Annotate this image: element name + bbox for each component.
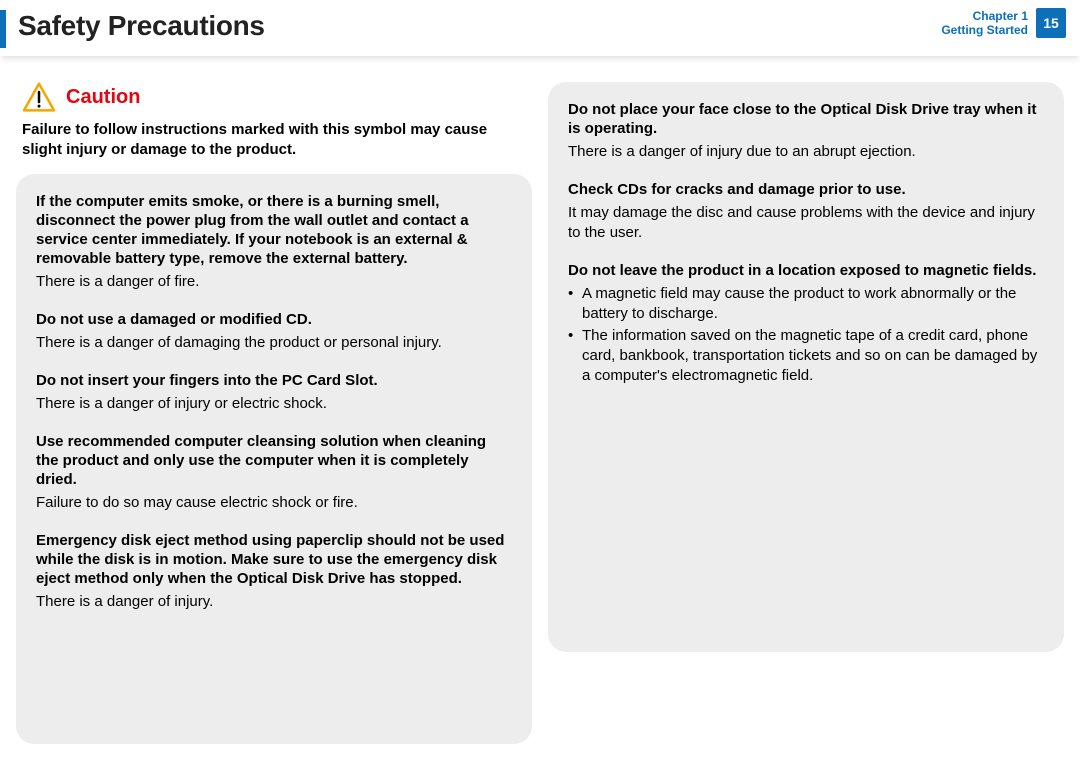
- left-s5-heading: Emergency disk eject method using paperc…: [36, 531, 512, 588]
- right-bullet-2: • The information saved on the magnetic …: [568, 326, 1044, 386]
- right-bullet-2-text: The information saved on the magnetic ta…: [582, 326, 1044, 386]
- right-bullets: • A magnetic field may cause the product…: [568, 284, 1044, 386]
- chapter-line-1: Chapter 1: [941, 9, 1028, 23]
- left-s5-body: There is a danger of injury.: [36, 592, 512, 612]
- page-title: Safety Precautions: [18, 10, 265, 42]
- warning-triangle-icon: [22, 82, 56, 112]
- left-s1-body: There is a danger of fire.: [36, 272, 512, 292]
- right-box: Do not place your face close to the Opti…: [548, 82, 1064, 652]
- header-accent-bar: [0, 10, 6, 48]
- right-column: Do not place your face close to the Opti…: [548, 82, 1064, 744]
- left-s4-heading: Use recommended computer cleansing solut…: [36, 432, 512, 489]
- right-s1-body: There is a danger of injury due to an ab…: [568, 142, 1044, 162]
- left-s2-heading: Do not use a damaged or modified CD.: [36, 310, 512, 329]
- chapter-line-2: Getting Started: [941, 23, 1028, 37]
- left-s4-body: Failure to do so may cause electric shoc…: [36, 493, 512, 513]
- bullet-icon: •: [568, 284, 582, 324]
- right-bullet-1-text: A magnetic field may cause the product t…: [582, 284, 1044, 324]
- caution-label: Caution: [66, 86, 140, 109]
- bullet-icon: •: [568, 326, 582, 386]
- left-s3-body: There is a danger of injury or electric …: [36, 394, 512, 414]
- left-box: If the computer emits smoke, or there is…: [16, 174, 532, 744]
- right-bullet-1: • A magnetic field may cause the product…: [568, 284, 1044, 324]
- chapter-text: Chapter 1 Getting Started: [941, 9, 1028, 37]
- caution-header: Caution: [16, 82, 532, 112]
- right-s2-body: It may damage the disc and cause problem…: [568, 203, 1044, 243]
- chapter-block: Chapter 1 Getting Started 15: [941, 8, 1066, 38]
- left-column: Caution Failure to follow instructions m…: [16, 82, 532, 744]
- left-s1-heading: If the computer emits smoke, or there is…: [36, 192, 512, 268]
- left-s2-body: There is a danger of damaging the produc…: [36, 333, 512, 353]
- page-header: Safety Precautions Chapter 1 Getting Sta…: [0, 0, 1080, 56]
- right-s1-heading: Do not place your face close to the Opti…: [568, 100, 1044, 138]
- right-s3-heading: Do not leave the product in a location e…: [568, 261, 1044, 280]
- left-s3-heading: Do not insert your fingers into the PC C…: [36, 371, 512, 390]
- caution-subtext: Failure to follow instructions marked wi…: [16, 120, 532, 174]
- content-columns: Caution Failure to follow instructions m…: [0, 56, 1080, 760]
- right-s2-heading: Check CDs for cracks and damage prior to…: [568, 180, 1044, 199]
- page-number-badge: 15: [1036, 8, 1066, 38]
